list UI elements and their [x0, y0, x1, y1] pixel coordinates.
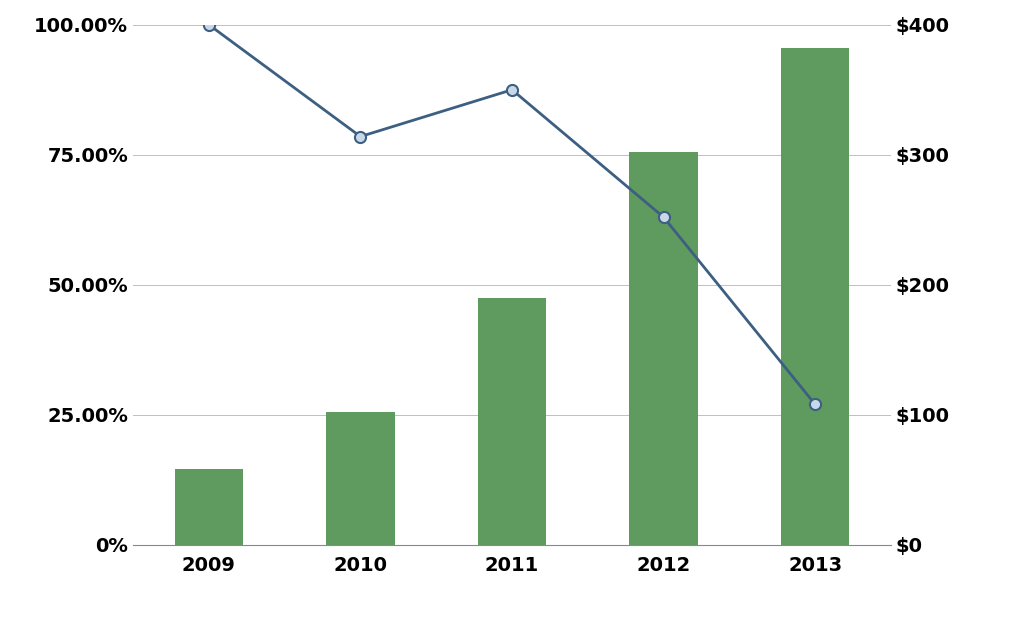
Bar	[478, 298, 546, 545]
Bar	[630, 152, 697, 545]
Bar	[327, 412, 394, 545]
Bar	[781, 48, 849, 545]
Bar	[175, 469, 243, 545]
